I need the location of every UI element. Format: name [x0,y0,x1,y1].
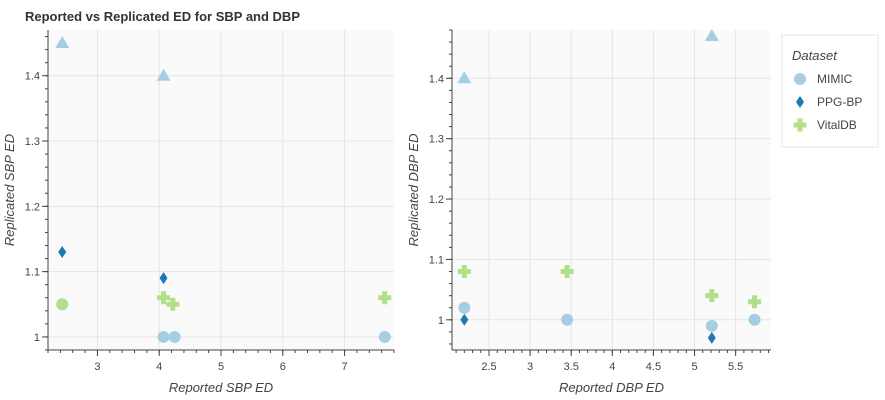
legend-label-vitaldb: VitalDB [817,118,857,132]
dbp-x-tick-label: 5 [691,361,697,373]
sbp-x-tick-label: 6 [280,361,286,373]
legend-marker-mimic [794,73,806,85]
dbp-y-tick-label: 1.2 [429,194,444,206]
dbp-point-mimic-circle [458,301,471,314]
dbp-x-tick-label: 4.5 [646,361,661,373]
sbp-point-mimic-circle [157,330,170,343]
dbp-x-axis-label: Reported DBP ED [559,380,664,395]
sbp-point-vitaldb-circle [56,298,69,311]
dbp-point-vitaldb-cross [457,265,471,279]
chart-title: Reported vs Replicated ED for SBP and DB… [25,9,300,24]
dbp-point-mimic-triangle [704,29,719,42]
sbp-point-mimic-triangle [156,68,171,81]
sbp-y-tick-label: 1.4 [25,71,40,83]
dbp-point-vitaldb-cross [748,295,762,309]
sbp-y-tick-label: 1.1 [25,267,40,279]
dbp-point-mimic-triangle [457,71,472,84]
dbp-x-tick-label: 5.5 [728,361,743,373]
dbp-point-mimic-circle [705,319,718,332]
sbp-y-tick-label: 1.3 [25,136,40,148]
sbp-plot: 3 4 5 6 7 1 1.1 1.2 1.3 1.4 Reported SBP ED Replica… [2,30,395,395]
dbp-point-vitaldb-cross [705,289,719,303]
dbp-y-tick-label: 1.1 [429,254,444,266]
dbp-point-ppg-bp-diamond [460,313,469,326]
legend-marker-vitaldb [793,118,807,132]
dbp-x-tick-label: 4 [609,361,615,373]
dbp-y-tick-label: 1.4 [429,73,444,85]
dbp-point-vitaldb-cross [560,265,574,279]
sbp-point-vitaldb-cross [166,297,180,311]
sbp-y-axis-label: Replicated SBP ED [2,134,17,246]
dbp-point-mimic-circle [561,313,574,326]
sbp-x-tick-label: 3 [94,361,100,373]
legend: Dataset MIMIC PPG-BP VitalDB [781,34,879,148]
legend-title: Dataset [792,48,838,63]
dbp-y-axis-label: Replicated DBP ED [406,134,421,247]
sbp-x-tick-label: 4 [156,361,162,373]
dbp-y-tick-label: 1.3 [429,134,444,146]
sbp-point-mimic-circle [168,330,181,343]
sbp-y-tick-label: 1 [34,332,40,344]
sbp-point-vitaldb-cross [157,291,171,305]
legend-items: MIMIC PPG-BP VitalDB [793,72,862,132]
sbp-point-ppg-bp-diamond [58,246,67,259]
sbp-x-tick-label: 5 [218,361,224,373]
sbp-point-vitaldb-cross [378,291,392,305]
dbp-point-mimic-circle [748,313,761,326]
sbp-point-ppg-bp-diamond [159,272,168,285]
legend-label-ppg-bp: PPG-BP [817,95,862,109]
dbp-x-tick-label: 3.5 [564,361,579,373]
legend-marker-ppg-bp [796,96,804,108]
sbp-point-mimic-circle [378,330,391,343]
sbp-point-mimic-triangle [55,36,70,49]
sbp-y-tick-label: 1.2 [25,201,40,213]
dbp-plot: 2.5 3 3.5 4 4.5 5 5.5 1 1.1 1.2 1.3 1.4 Reported DBP… [406,29,771,395]
legend-label-mimic: MIMIC [817,72,853,86]
sbp-x-axis-label: Reported SBP ED [169,380,273,395]
sbp-x-tick-label: 7 [342,361,348,373]
dbp-y-tick-label: 1 [438,315,444,327]
dbp-x-tick-label: 3 [527,361,533,373]
dbp-x-tick-label: 2.5 [481,361,496,373]
dbp-point-ppg-bp-diamond [707,331,716,344]
